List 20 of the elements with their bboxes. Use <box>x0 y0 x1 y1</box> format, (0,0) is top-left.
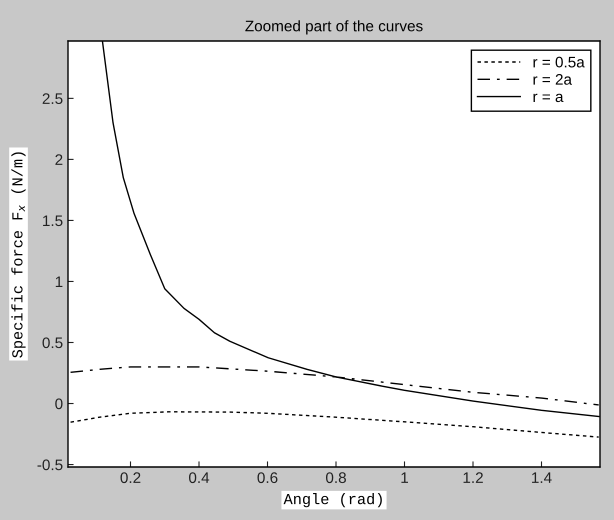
x-tick-label: 1.4 <box>532 472 552 483</box>
x-tick-label: 1 <box>401 472 408 483</box>
x-tick-label: 0.2 <box>120 472 140 484</box>
x-tick-label: 0.6 <box>257 472 278 484</box>
x-axis-title: Angle (rad) <box>284 493 382 508</box>
x-tick-label: 1.2 <box>464 472 483 483</box>
y-tick-label: 0 <box>55 398 63 410</box>
y-tick-label: 2 <box>55 154 62 165</box>
x-tick-label: 0.8 <box>326 472 346 484</box>
y-tick-label: -0.5 <box>37 459 62 470</box>
legend-label: r = a <box>534 94 564 102</box>
y-tick-label: 1.5 <box>43 215 62 226</box>
legend-label: r = 2a <box>534 74 572 85</box>
legend-label: r = 0.5a <box>534 56 585 68</box>
y-axis-title: Specific force F$_{x}$ (N/m) <box>11 152 26 358</box>
x-tick-label: 0.4 <box>188 472 210 484</box>
chart-title: Zoomed part of the curves <box>245 20 423 34</box>
y-tick-label: 1 <box>56 276 62 287</box>
y-tick-label: 2.5 <box>42 93 62 104</box>
y-tick-label: 0.5 <box>42 337 62 348</box>
